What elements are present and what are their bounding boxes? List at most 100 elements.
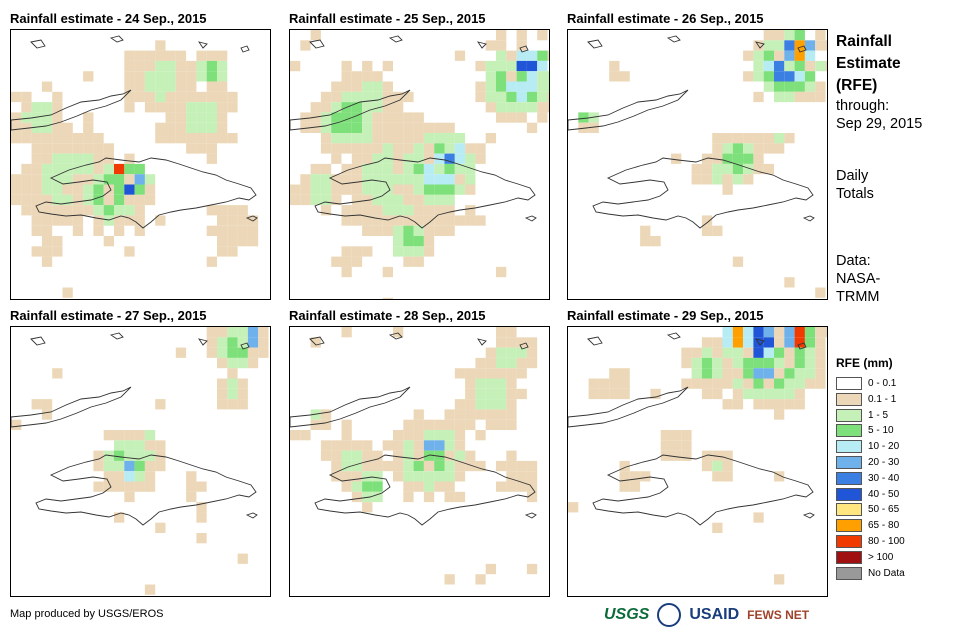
rainfall-cell <box>774 409 785 420</box>
rainfall-cell <box>763 40 774 51</box>
rainfall-cell <box>72 143 84 154</box>
rainfall-cell <box>144 60 156 72</box>
rainfall-cell <box>516 102 527 113</box>
rainfall-cell <box>165 112 176 123</box>
rainfall-cell <box>41 122 53 133</box>
rainfall-cell <box>454 399 466 410</box>
rainfall-cell <box>331 460 342 472</box>
rainfall-cell <box>465 450 476 461</box>
rainfall-cell <box>341 133 352 144</box>
legend-item: 10 - 20 <box>836 440 899 454</box>
rainfall-cell <box>506 347 517 358</box>
rainfall-cell <box>753 399 764 410</box>
rainfall-cell <box>732 399 744 410</box>
rainfall-cell <box>403 112 414 123</box>
rainfall-cell <box>72 215 84 226</box>
rainfall-cell <box>155 71 166 82</box>
cuba-outline <box>11 89 132 131</box>
rainfall-cell <box>506 368 517 379</box>
rainfall-cell <box>516 81 527 92</box>
rainfall-cell <box>722 153 733 164</box>
rainfall-cell <box>393 143 404 154</box>
rainfall-cell <box>237 236 248 247</box>
rainfall-cell <box>506 450 517 461</box>
rainfall-cell <box>444 225 455 236</box>
rainfall-cell <box>341 91 352 103</box>
rainfall-cell <box>774 357 785 369</box>
rainfall-cell <box>763 388 774 400</box>
rainfall-cell <box>124 163 135 175</box>
rainfall-cell <box>804 347 816 358</box>
rainfall-cell <box>362 502 373 513</box>
rainfall-cell <box>114 174 125 185</box>
rainfall-cell <box>403 481 414 492</box>
legend-item: 0.1 - 1 <box>836 392 896 406</box>
rainfall-cell <box>11 194 22 206</box>
rainfall-cell <box>393 91 404 103</box>
rainfall-cell <box>351 471 363 482</box>
rainfall-cell <box>444 122 455 133</box>
period-line-2: Totals <box>836 186 874 202</box>
rainfall-cell <box>660 440 671 451</box>
rainfall-cell <box>774 347 785 358</box>
rainfall-cell <box>763 327 774 338</box>
rainfall-cell <box>155 122 166 133</box>
rainfall-cell <box>124 215 135 226</box>
rainfall-cell <box>753 163 764 175</box>
rainfall-cell <box>465 174 476 185</box>
legend-swatch <box>836 503 862 517</box>
rainfall-cell <box>227 399 238 410</box>
rainfall-cell <box>206 256 217 267</box>
rainfall-cell <box>609 60 620 72</box>
rainfall-cell <box>372 112 383 123</box>
rainfall-cell <box>21 102 32 113</box>
rainfall-cell <box>362 163 373 175</box>
rainfall-cell <box>362 471 373 482</box>
rainfall-cell <box>732 174 744 185</box>
rainfall-cell <box>320 184 332 195</box>
rainfall-cell <box>784 368 795 379</box>
legend-item: 30 - 40 <box>836 471 899 485</box>
rainfall-cell <box>465 163 476 175</box>
rainfall-cell <box>537 30 548 41</box>
rainfall-cell <box>41 102 53 113</box>
rainfall-cell <box>144 430 156 441</box>
rainfall-cell <box>403 430 414 441</box>
rainfall-cell <box>753 357 764 369</box>
rainfall-cell <box>72 225 84 236</box>
rainfall-cell <box>516 460 527 472</box>
rainfall-cell <box>434 174 445 185</box>
rainfall-cell <box>393 430 404 441</box>
rainfall-cell <box>526 460 538 472</box>
rainfall-cell <box>320 194 332 206</box>
rainfall-cell <box>52 133 63 144</box>
rainfall-cell <box>72 133 84 144</box>
legend-swatch <box>836 456 862 469</box>
rainfall-cell <box>393 194 404 206</box>
rainfall-cell <box>475 409 486 420</box>
rainfall-cell <box>217 347 228 358</box>
hispaniola-outline <box>314 157 536 229</box>
rainfall-cell <box>712 347 723 358</box>
rainfall-cell <box>144 184 156 195</box>
rainfall-cell <box>290 184 301 195</box>
rainfall-cell <box>114 460 125 472</box>
island-outline <box>476 41 487 49</box>
rainfall-cell <box>444 419 455 430</box>
rainfall-cell <box>722 368 733 379</box>
rainfall-cell <box>794 378 805 389</box>
rainfall-cell <box>619 471 630 482</box>
rainfall-cell <box>516 91 527 103</box>
rainfall-cell <box>763 60 774 72</box>
rainfall-cell <box>454 491 466 503</box>
rainfall-cell <box>362 133 373 144</box>
rainfall-cell <box>444 471 455 482</box>
island-outline <box>666 35 681 43</box>
rainfall-cell <box>722 471 733 482</box>
rainfall-cell <box>712 357 723 369</box>
rainfall-cell <box>290 60 301 72</box>
rainfall-cell <box>124 184 135 195</box>
rainfall-cell <box>701 174 713 185</box>
rainfall-cell <box>351 256 363 267</box>
rainfall-cell <box>372 460 383 472</box>
